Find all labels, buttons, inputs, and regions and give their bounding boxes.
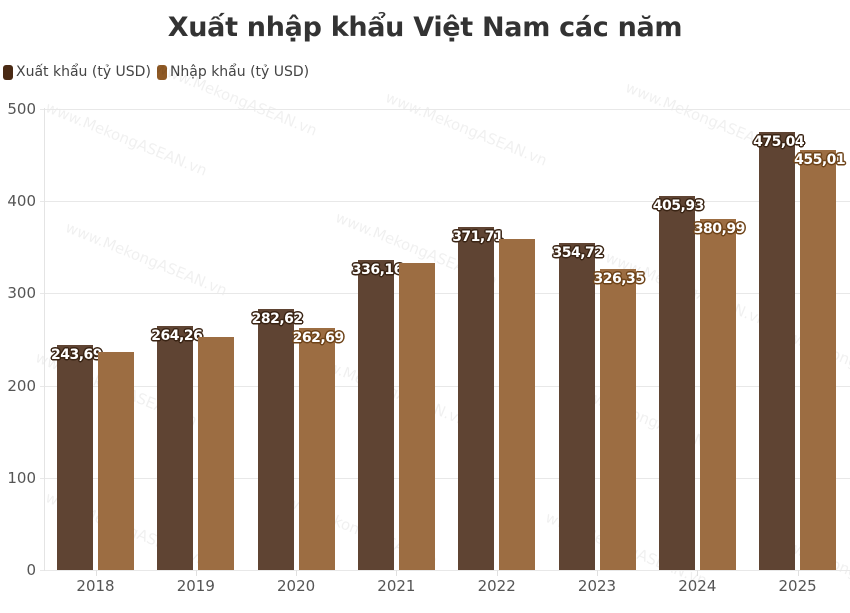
export-value-label: 475,04	[753, 134, 805, 150]
export-bar[interactable]	[558, 242, 595, 570]
x-tick-mark	[497, 570, 498, 576]
export-bar[interactable]	[157, 326, 194, 570]
import-swatch-icon	[156, 64, 167, 80]
export-value-label: 354,72	[552, 244, 605, 261]
gridline	[40, 201, 850, 202]
legend: Xuất khẩu (tỷ USD) Nhập khẩu (tỷ USD)	[3, 64, 315, 80]
x-tick-label: 2019	[176, 577, 215, 595]
watermark-text: www.MekongASEAN.vn	[62, 218, 230, 300]
gridline	[40, 478, 850, 479]
export-value-label: 371,71	[452, 229, 504, 246]
y-tick-label: 400	[7, 192, 36, 210]
x-tick-mark	[96, 570, 97, 576]
import-bar[interactable]	[800, 150, 837, 570]
y-tick-label: 100	[7, 469, 36, 487]
gridline	[40, 386, 850, 387]
export-value-label: 405,93	[652, 197, 705, 214]
import-value-label: 326,35	[593, 271, 646, 288]
x-tick-label: 2024	[678, 577, 717, 595]
legend-item-import[interactable]: Nhập khẩu (tỷ USD)	[156, 64, 310, 80]
import-bar[interactable]	[699, 218, 736, 570]
export-value-label: 282,62	[251, 311, 304, 328]
watermark-text: www.MekongASEAN.vn	[382, 88, 550, 170]
y-tick-label: 500	[7, 100, 36, 118]
watermark-text: www.MekongASEAN.vn	[152, 58, 320, 140]
y-axis-line	[44, 108, 45, 571]
export-bar[interactable]	[658, 195, 695, 570]
y-tick-label: 0	[26, 561, 36, 579]
export-bar[interactable]	[759, 132, 796, 570]
y-tick-label: 300	[7, 284, 36, 302]
import-bar[interactable]	[198, 336, 235, 570]
y-tick-label: 200	[7, 377, 36, 395]
import-value-label: 380,99	[693, 220, 746, 237]
x-tick-mark	[396, 570, 397, 576]
export-bar[interactable]	[458, 227, 495, 570]
export-value-label: 264,26	[151, 328, 203, 345]
import-bar[interactable]	[98, 351, 134, 570]
legend-item-export[interactable]: Xuất khẩu (tỷ USD)	[3, 64, 151, 80]
x-tick-mark	[296, 570, 297, 576]
x-tick-mark	[196, 570, 197, 576]
export-swatch-icon	[3, 64, 13, 80]
export-value-label: 336,16	[351, 262, 404, 279]
import-bar[interactable]	[298, 327, 335, 570]
x-tick-mark	[798, 570, 799, 576]
x-tick-label: 2018	[76, 577, 115, 595]
import-bar[interactable]	[499, 239, 536, 570]
watermark-text: www.MekongASEAN.vn	[42, 98, 210, 180]
x-tick-label: 2023	[577, 577, 617, 595]
export-bar[interactable]	[357, 260, 394, 570]
legend-label-export: Xuất khẩu (tỷ USD)	[16, 64, 151, 80]
x-tick-label: 2025	[778, 577, 817, 595]
legend-label-import: Nhập khẩu (tỷ USD)	[169, 64, 310, 80]
import-bar[interactable]	[599, 269, 636, 570]
import-value-label: 455,01	[794, 152, 846, 169]
x-tick-label: 2020	[277, 577, 316, 595]
gridline	[40, 570, 850, 571]
x-tick-mark	[697, 570, 698, 576]
export-bar[interactable]	[57, 345, 93, 570]
chart-title: Xuất nhập khẩu Việt Nam các năm	[167, 12, 683, 43]
import-bar[interactable]	[398, 262, 435, 570]
x-tick-label: 2022	[477, 577, 516, 595]
export-bar[interactable]	[257, 309, 294, 570]
x-tick-label: 2021	[377, 577, 416, 595]
x-tick-mark	[597, 570, 598, 576]
import-value-label: 262,69	[292, 329, 345, 346]
export-value-label: 243,69	[51, 347, 103, 364]
gridline	[40, 293, 850, 294]
gridline	[40, 109, 850, 110]
